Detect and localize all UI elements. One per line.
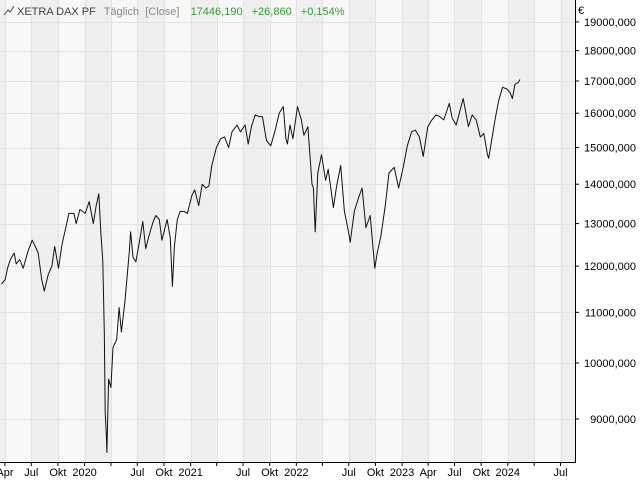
x-tick-label: Jul (236, 467, 250, 479)
quarter-band (269, 0, 297, 462)
x-tick-label: 2023 (390, 467, 414, 479)
quarter-band (163, 0, 191, 462)
quarter-band (296, 0, 323, 462)
y-tick-label: 17000,000 (584, 76, 636, 88)
quarter-band (507, 0, 535, 462)
quarter-band (402, 0, 429, 462)
quarter-band (243, 0, 270, 462)
price-series (1, 79, 521, 453)
quarter-band (481, 0, 508, 462)
x-tick-label: Jul (447, 467, 461, 479)
quarter-band (216, 0, 244, 462)
quarter-band (428, 0, 455, 462)
y-tick-label: 18000,000 (584, 46, 636, 58)
quarter-band (4, 0, 32, 462)
x-tick-label: Jul (130, 467, 144, 479)
y-tick-labels: 9000,000 10000,000 11000,000 12000,000 13000… (575, 17, 636, 426)
quarter-bands (0, 0, 575, 462)
x-tick-label: 2024 (496, 467, 520, 479)
quarter-band (454, 0, 482, 462)
quarter-band (31, 0, 58, 462)
chart-header: XETRA DAX PF Täglich [Close] 17446,190 +… (3, 5, 345, 18)
y-tick-label: 12000,000 (584, 261, 636, 273)
mode-label: [Close] (145, 6, 179, 18)
quarter-band (375, 0, 403, 462)
x-tick-label: 2021 (178, 467, 202, 479)
chart-type-icon (3, 5, 15, 16)
x-tick-label: 2020 (72, 467, 96, 479)
interval-label: Täglich (104, 6, 139, 18)
x-tick-label: Okt (155, 467, 172, 479)
quarter-band (322, 0, 349, 462)
x-tick-label: Jul (342, 467, 356, 479)
y-tick-label: 14000,000 (584, 179, 636, 191)
x-tick-label: 2022 (284, 467, 308, 479)
quarter-band (534, 0, 561, 462)
axes (0, 0, 576, 463)
currency-label: € (578, 5, 584, 17)
quarter-band (84, 0, 111, 462)
y-tick-label: 10000,000 (584, 358, 636, 370)
x-tick-label: Okt (367, 467, 384, 479)
x-tick-label: Okt (261, 467, 278, 479)
price-line (1, 79, 521, 453)
instrument-name: XETRA DAX PF (17, 6, 96, 18)
price-change: +26,860 (252, 6, 292, 18)
grid (0, 0, 575, 462)
x-tick-label: Apr (0, 467, 14, 479)
quarter-band (190, 0, 217, 462)
x-tick-label: Apr (420, 467, 437, 479)
y-tick-label: 11000,000 (585, 307, 636, 319)
x-tick-label: Jul (24, 467, 38, 479)
y-tick-label: 13000,000 (584, 219, 636, 231)
quarter-band (348, 0, 376, 462)
quarter-band (110, 0, 138, 462)
y-tick-label: 16000,000 (584, 108, 636, 120)
x-tick-label: Okt (473, 467, 490, 479)
quarter-band (57, 0, 85, 462)
svg-text:XETRA DAX PF Täglich: XETRA DAX PF Täglich [Close] 17446,190 +… (17, 6, 345, 18)
x-tick-label: Jul (553, 467, 567, 479)
price-change-pct: +0,154% (301, 6, 345, 18)
y-tick-label: 19000,000 (584, 17, 636, 29)
x-tick-label: Okt (49, 467, 66, 479)
quarter-band (0, 0, 5, 462)
x-tick-labels: Apr Jul Okt 2020 Jul Okt 2021 Jul Okt 2022 Jul Okt 2… (0, 462, 568, 479)
quarter-band (560, 0, 575, 462)
last-price: 17446,190 (191, 6, 243, 18)
y-tick-label: 15000,000 (584, 143, 636, 155)
y-tick-label: 9000,000 (590, 414, 636, 426)
